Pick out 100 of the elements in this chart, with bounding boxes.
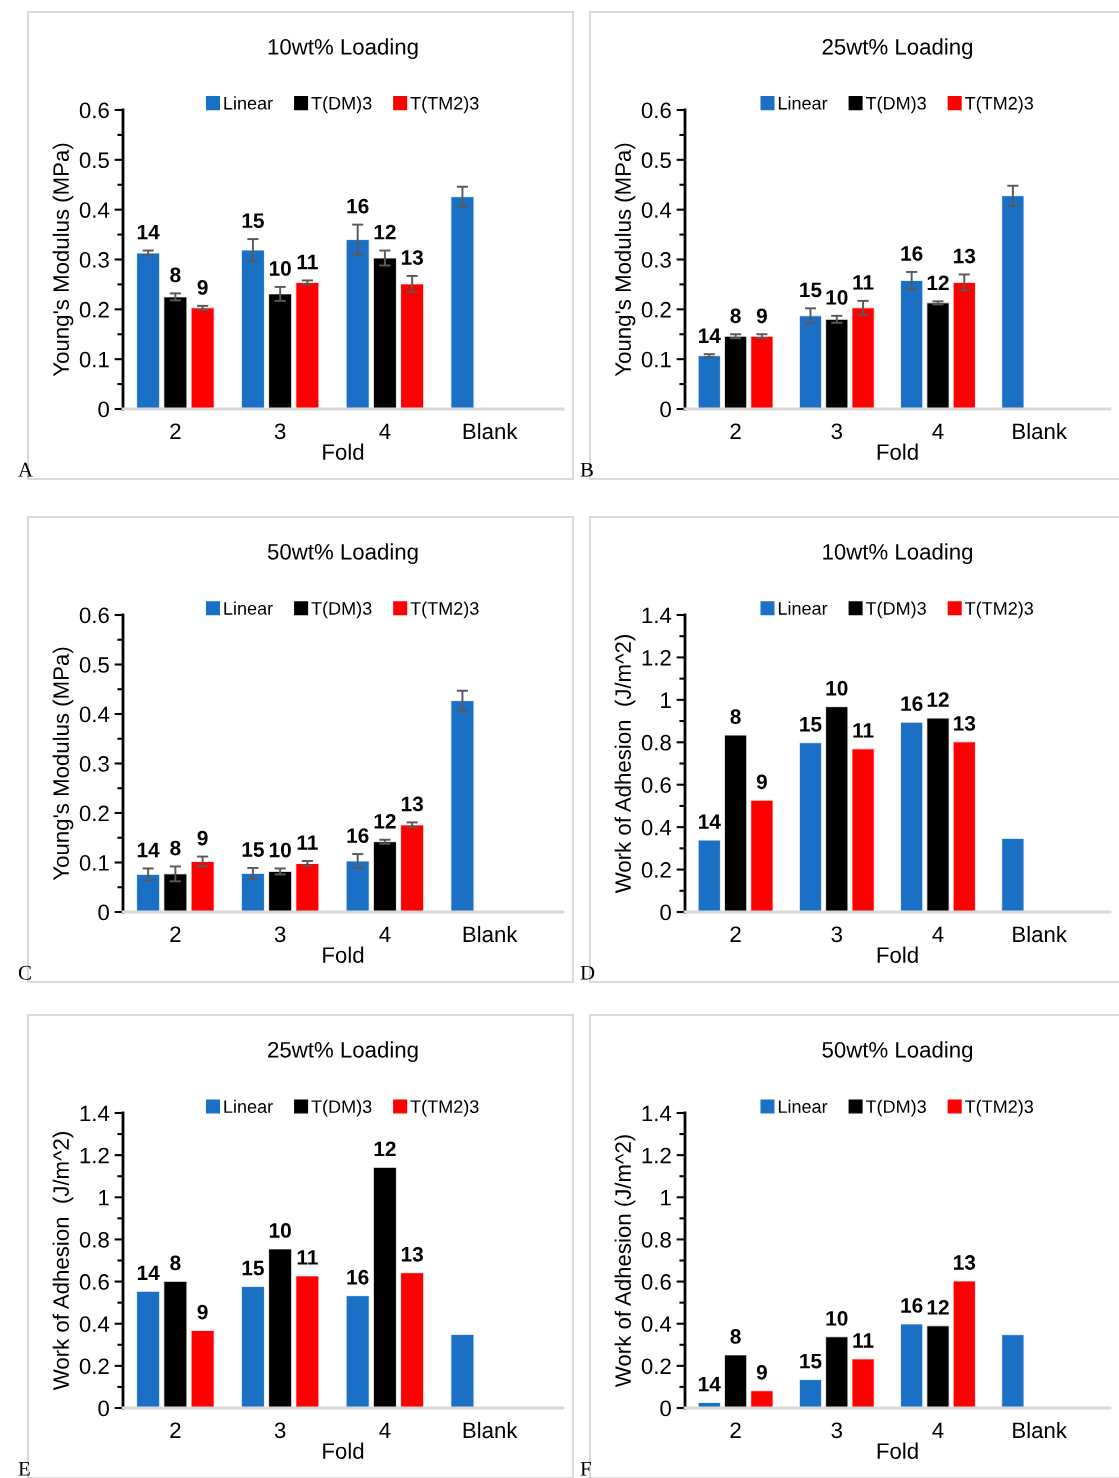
x-axis-title: Fold [877,1442,918,1459]
y-tick-label: 0 [660,904,671,921]
bar [372,257,397,409]
x-tick-label: 4 [379,926,391,942]
annotation: 11 [853,275,874,290]
bar [240,249,265,409]
annotation: 16 [901,1298,923,1313]
bar [400,1272,425,1408]
y-tick-label: 1 [99,1190,109,1206]
y-tick-label: 0.2 [641,1358,671,1375]
x-tick-label: 2 [170,926,181,942]
x-tick-label: Blank [1013,422,1067,440]
y-tick-label: 0.2 [79,301,109,318]
bar [295,282,320,409]
y-tick-label: 0.4 [641,202,672,218]
chart-title: 25wt% Loading [822,38,973,60]
y-tick-label: 0.3 [79,252,109,268]
y-tick-label: 0.3 [641,252,671,268]
bar [190,1330,215,1408]
annotation: 13 [954,1255,976,1270]
y-axis-title: Work of Adhesion (J/m^2) [52,1132,74,1391]
bar [268,293,293,409]
annotation: 13 [401,796,423,812]
bar [295,863,320,912]
annotation: 16 [901,696,923,712]
annotation: 15 [242,213,264,229]
annotation: 16 [901,246,923,261]
bar [345,239,370,409]
bar [450,196,475,409]
legend-label: Linear [778,1099,828,1114]
annotation: 9 [197,1304,208,1320]
x-tick-label: Blank [463,422,518,440]
bar [240,1286,265,1408]
bar [1001,195,1025,409]
x-axis-title: Fold [877,443,918,460]
text: F [580,1461,591,1476]
x-tick-label: 3 [274,423,286,440]
annotation: 11 [853,1333,874,1348]
x-tick-label: 3 [831,1422,842,1439]
bar [345,860,370,912]
text: D [580,965,595,980]
y-tick-label: 1.4 [80,1105,110,1122]
legend-label: T(TM2)3 [410,601,479,619]
annotation: 16 [347,1269,369,1285]
annotation: 12 [374,813,396,829]
y-tick-label: 0.5 [641,152,671,169]
bar [926,717,950,912]
y-axis-title: Work of Adhesion (J/m^2) [614,1135,636,1388]
bar [240,872,265,912]
legend-label: Linear [778,601,828,615]
text: C [18,965,31,980]
y-tick-label: 0.4 [641,1316,672,1332]
bar [900,721,924,912]
bar [750,335,774,409]
bar [851,307,875,409]
legend-label: T(DM)3 [865,601,926,619]
y-tick-label: 0 [660,401,671,418]
legend-label: T(TM2)3 [965,1099,1034,1117]
y-tick-label: 0.6 [79,102,109,119]
bar [724,734,748,912]
bar [798,1379,823,1408]
annotation: 13 [954,716,976,731]
chart-title: 25wt% Loading [268,1041,418,1063]
y-tick-label: 0.5 [79,657,109,673]
legend-label: T(TM2)3 [410,96,479,114]
bar [190,307,215,409]
bar [400,283,425,409]
annotation: 13 [401,1246,423,1262]
bar [825,318,849,409]
bar [372,1166,397,1408]
annotation: 12 [927,692,949,707]
x-tick-label: 2 [730,926,741,942]
y-tick-label: 1.4 [642,1105,672,1122]
y-tick-label: 0.8 [641,1231,671,1248]
legend-label: T(TM2)3 [965,96,1034,114]
y-tick-label: 0.1 [79,855,109,871]
annotation: 10 [269,261,291,276]
y-tick-label: 0.4 [641,819,672,836]
y-tick-label: 0 [660,1400,671,1417]
annotation: 8 [170,267,181,283]
annotation: 15 [800,717,822,732]
y-axis-title: Young's Modulus (MPa) [52,143,74,377]
bar [926,1325,950,1408]
chart-title: 10wt% Loading [823,543,973,565]
x-tick-label: 3 [831,423,842,440]
annotation: 15 [800,1353,822,1369]
x-tick-label: 3 [274,926,286,943]
bar [952,282,976,409]
y-tick-label: 0.4 [79,1316,110,1332]
y-tick-label: 1.2 [642,1147,671,1164]
annotation: 14 [699,1376,721,1392]
bar [851,748,875,912]
bar [372,841,397,912]
bar [400,824,425,912]
bar [900,280,924,409]
bar [1001,1334,1025,1408]
annotation: 11 [297,254,318,270]
y-tick-label: 0.6 [641,777,671,793]
x-tick-label: Blank [1013,925,1067,943]
bar [190,861,215,912]
